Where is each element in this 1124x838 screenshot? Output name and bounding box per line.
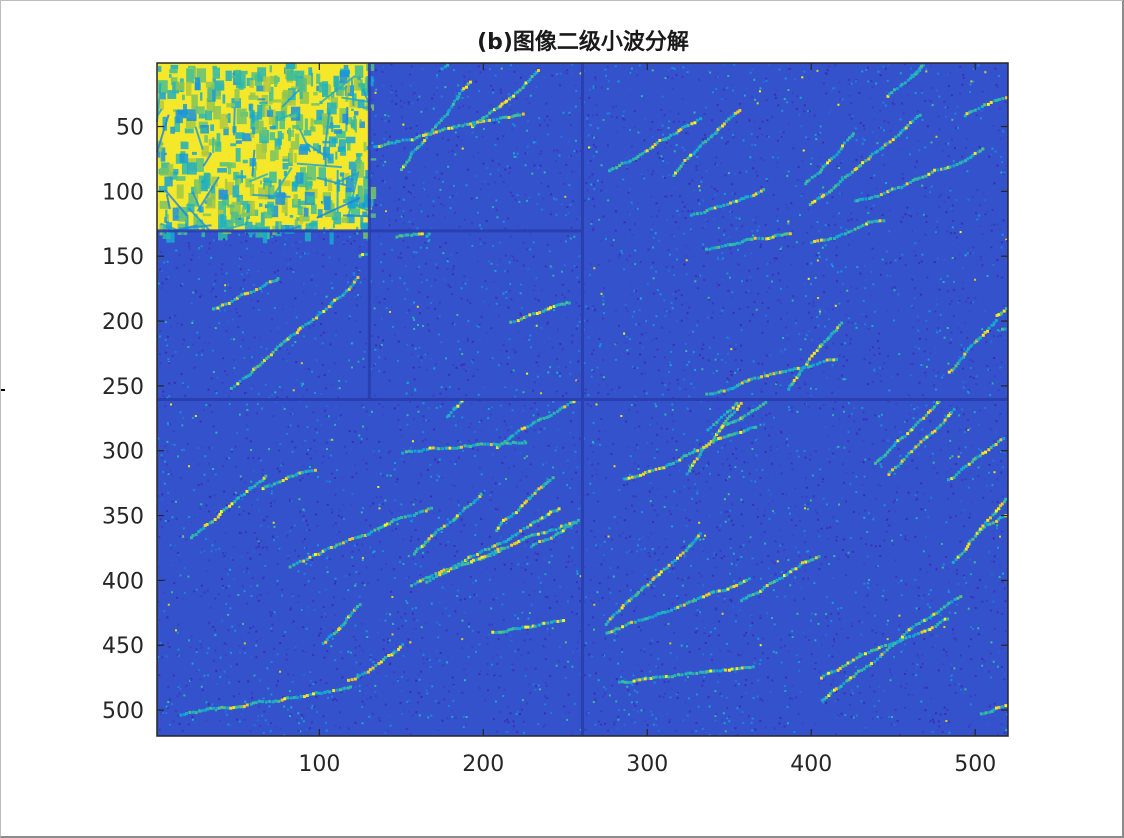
window-edge-mark: [1, 389, 5, 391]
x-tick-label: 400: [790, 752, 832, 777]
y-tick-label: 350: [102, 505, 144, 530]
subband-texture-hl2: [369, 63, 583, 231]
x-tick-label: 300: [626, 752, 668, 777]
x-tick-label: 500: [954, 752, 996, 777]
chart-title: (b)图像二级小波分解: [477, 29, 689, 55]
y-tick-label: 500: [102, 699, 144, 724]
subband-lh2: [157, 230, 370, 400]
plot-border: [156, 62, 1009, 737]
subband-texture-lh2: [157, 231, 369, 400]
subband-texture-hl1: [582, 63, 1008, 400]
subband-hh2: [369, 230, 583, 400]
y-tick-label: 450: [102, 634, 144, 659]
subband-hl1: [582, 63, 1008, 400]
subband-texture-hh2: [369, 231, 583, 400]
y-tick-label: 250: [102, 375, 144, 400]
y-tick-label: 50: [116, 116, 144, 141]
subband-texture-lh1: [157, 399, 583, 736]
y-tick-label: 200: [102, 310, 144, 335]
x-tick-label: 200: [462, 752, 504, 777]
subband-hl2: [369, 63, 583, 231]
y-tick-label: 150: [102, 245, 144, 270]
subband-texture-hh1: [582, 399, 1008, 736]
x-axis: 100 200 300 400 500: [298, 63, 996, 777]
plot-area: [156, 62, 1009, 737]
y-tick-label: 300: [102, 440, 144, 465]
divider-layer: [157, 63, 1008, 736]
y-tick-label: 100: [102, 180, 144, 205]
y-axis: 50 100 150 200 250 300 350 400 450 500: [102, 116, 1008, 724]
subband-lh1: [157, 399, 583, 736]
x-tick-label: 100: [298, 752, 340, 777]
y-tick-label: 400: [102, 569, 144, 594]
